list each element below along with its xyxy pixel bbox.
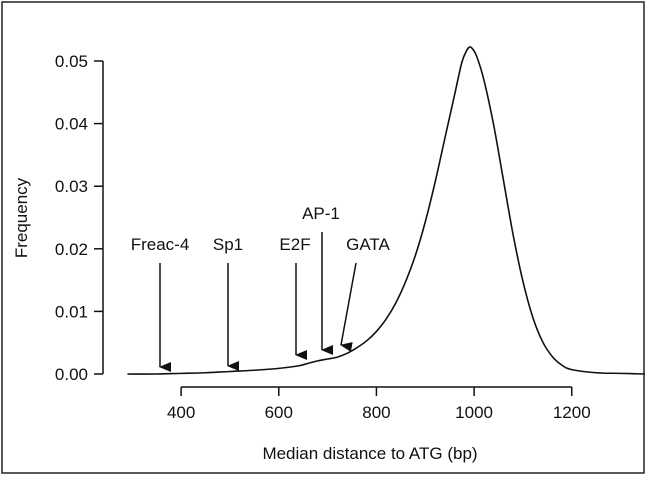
x-tick-label: 600 bbox=[265, 403, 293, 422]
x-axis-title: Median distance to ATG (bp) bbox=[262, 444, 477, 463]
annotation-sp1: Sp1 bbox=[213, 235, 243, 371]
x-axis: 400 600 800 1000 1200 bbox=[167, 386, 591, 422]
annotation-gata: GATA bbox=[340, 235, 391, 352]
annotation-label: GATA bbox=[346, 235, 390, 254]
density-curve bbox=[127, 46, 646, 375]
x-tick-label: 1200 bbox=[553, 403, 591, 422]
y-tick-label: 0.03 bbox=[55, 177, 88, 196]
y-tick-label: 0.01 bbox=[55, 302, 88, 321]
y-tick-label: 0.04 bbox=[55, 115, 88, 134]
annotation-label: Sp1 bbox=[213, 235, 243, 254]
y-tick-label: 0.05 bbox=[55, 52, 88, 71]
annotation-label: AP-1 bbox=[302, 204, 340, 223]
annotation-label: Freac-4 bbox=[131, 235, 190, 254]
annotation-e2f: E2F bbox=[279, 235, 311, 360]
annotation-label: E2F bbox=[279, 235, 310, 254]
y-tick-label: 0.00 bbox=[55, 365, 88, 384]
y-tick-label: 0.02 bbox=[55, 240, 88, 259]
annotation-arrow bbox=[340, 262, 357, 352]
y-axis: 0.00 0.01 0.02 0.03 0.04 0.05 bbox=[55, 52, 104, 384]
x-tick-label: 400 bbox=[167, 403, 195, 422]
y-axis-title: Frequency bbox=[12, 177, 31, 258]
x-tick-label: 1000 bbox=[455, 403, 493, 422]
annotation-freac-4: Freac-4 bbox=[131, 235, 190, 372]
annotation-ap-1: AP-1 bbox=[302, 204, 340, 355]
series-layer bbox=[127, 46, 646, 375]
annotation-layer: Freac-4 Sp1 E2F AP-1 GATA bbox=[131, 204, 391, 372]
x-tick-label: 800 bbox=[362, 403, 390, 422]
